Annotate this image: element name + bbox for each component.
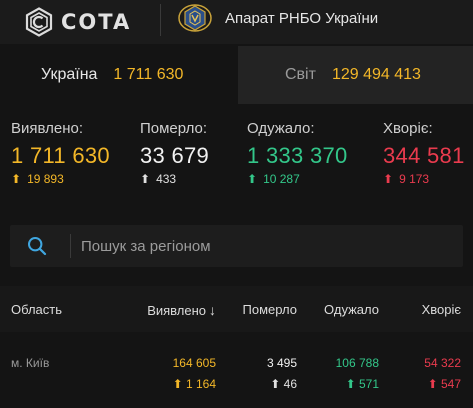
nsdc-emblem-icon: [178, 3, 212, 38]
table-row[interactable]: м. Київ 164 605 ⬆ 1 164 3 495 ⬆ 46 106 7…: [0, 340, 473, 408]
tab-ukraine-label: Україна: [41, 66, 98, 83]
arrow-up-icon: ⬆: [427, 377, 441, 391]
column-detected[interactable]: Виявлено ↓: [147, 302, 216, 318]
cell-recovered: 106 788 ⬆ 571: [336, 356, 379, 391]
stat-sick-delta: ⬆ 9 173: [383, 172, 465, 186]
column-recovered[interactable]: Одужало: [324, 302, 379, 317]
arrow-up-icon: ⬆: [270, 377, 284, 391]
stat-detected-delta: ⬆ 19 893: [11, 172, 110, 186]
stat-died-delta: ⬆ 433: [140, 172, 209, 186]
header-divider: [160, 4, 161, 36]
stat-detected-value: 1 711 630: [11, 143, 110, 168]
table-header: Область Виявлено ↓ Померло Одужало Хворіє: [0, 286, 473, 332]
stat-recovered-label: Одужало:: [247, 120, 315, 137]
cota-logo-icon: [24, 7, 54, 37]
cell-detected-delta: ⬆ 1 164: [173, 377, 216, 391]
stat-detected-label: Виявлено:: [11, 120, 84, 137]
cell-recovered-value: 106 788: [335, 356, 379, 370]
arrow-up-icon: ⬆: [345, 377, 359, 391]
stat-sick-label: Хворіє:: [383, 120, 433, 137]
summary-stats: Виявлено: 1 711 630 ⬆ 19 893 Померло: 33…: [0, 120, 473, 200]
stat-recovered-value: 1 333 370: [247, 143, 348, 168]
cell-died-value: 3 495: [266, 356, 297, 370]
cell-died: 3 495 ⬆ 46: [267, 356, 297, 391]
tab-ukraine[interactable]: Україна 1 711 630: [0, 46, 238, 104]
search-input[interactable]: [81, 225, 451, 267]
row-region: м. Київ: [11, 356, 50, 370]
stat-recovered-delta-value: 10 287: [263, 172, 300, 186]
app-header: COTA Апарат РНБО України: [0, 0, 473, 44]
column-region[interactable]: Область: [11, 302, 63, 317]
stat-died: Померло: 33 679 ⬆ 433: [140, 120, 209, 186]
stat-sick-delta-value: 9 173: [399, 172, 430, 186]
stat-died-delta-value: 433: [156, 172, 177, 186]
region-tabs: Україна 1 711 630 Світ 129 494 413: [0, 46, 473, 104]
region-search: [10, 225, 463, 267]
tab-ukraine-value: 1 711 630: [113, 66, 184, 83]
column-detected-label: Виявлено: [147, 303, 206, 318]
cell-detected-delta-value: 1 164: [185, 377, 216, 391]
arrow-up-icon: ⬆: [247, 172, 258, 186]
arrow-up-icon: ⬆: [11, 172, 22, 186]
cell-recovered-delta: ⬆ 571: [336, 377, 379, 391]
cell-sick-delta-value: 547: [440, 377, 461, 391]
sort-down-icon: ↓: [209, 302, 216, 318]
arrow-up-icon: ⬆: [140, 172, 151, 186]
cell-detected: 164 605 ⬆ 1 164: [173, 356, 216, 391]
stat-sick-value: 344 581: [383, 143, 465, 168]
stat-died-label: Померло:: [140, 120, 208, 137]
stat-detected-delta-value: 19 893: [27, 172, 64, 186]
search-divider: [70, 234, 71, 258]
cell-sick-value: 54 322: [424, 356, 461, 370]
tab-world-value: 129 494 413: [331, 66, 421, 83]
cell-detected-value: 164 605: [172, 356, 216, 370]
arrow-up-icon: ⬆: [383, 172, 394, 186]
cell-died-delta-value: 46: [283, 377, 297, 391]
column-died[interactable]: Померло: [242, 302, 298, 317]
cell-sick: 54 322 ⬆ 547: [424, 356, 461, 391]
cell-sick-delta: ⬆ 547: [424, 377, 461, 391]
logo-text: COTA: [61, 10, 132, 34]
cell-died-delta: ⬆ 46: [267, 377, 297, 391]
cota-logo[interactable]: COTA: [24, 7, 131, 37]
tab-world-label: Світ: [285, 66, 316, 83]
search-icon[interactable]: [27, 236, 47, 261]
stat-sick: Хворіє: 344 581 ⬆ 9 173: [383, 120, 465, 186]
stat-recovered-delta: ⬆ 10 287: [247, 172, 348, 186]
cell-recovered-delta-value: 571: [358, 377, 379, 391]
stat-detected: Виявлено: 1 711 630 ⬆ 19 893: [11, 120, 110, 186]
column-sick[interactable]: Хворіє: [421, 302, 461, 317]
org-name[interactable]: Апарат РНБО України: [225, 10, 379, 27]
tab-world[interactable]: Світ 129 494 413: [238, 46, 473, 104]
stat-died-value: 33 679: [140, 143, 210, 168]
arrow-up-icon: ⬆: [172, 377, 186, 391]
stat-recovered: Одужало: 1 333 370 ⬆ 10 287: [247, 120, 348, 186]
